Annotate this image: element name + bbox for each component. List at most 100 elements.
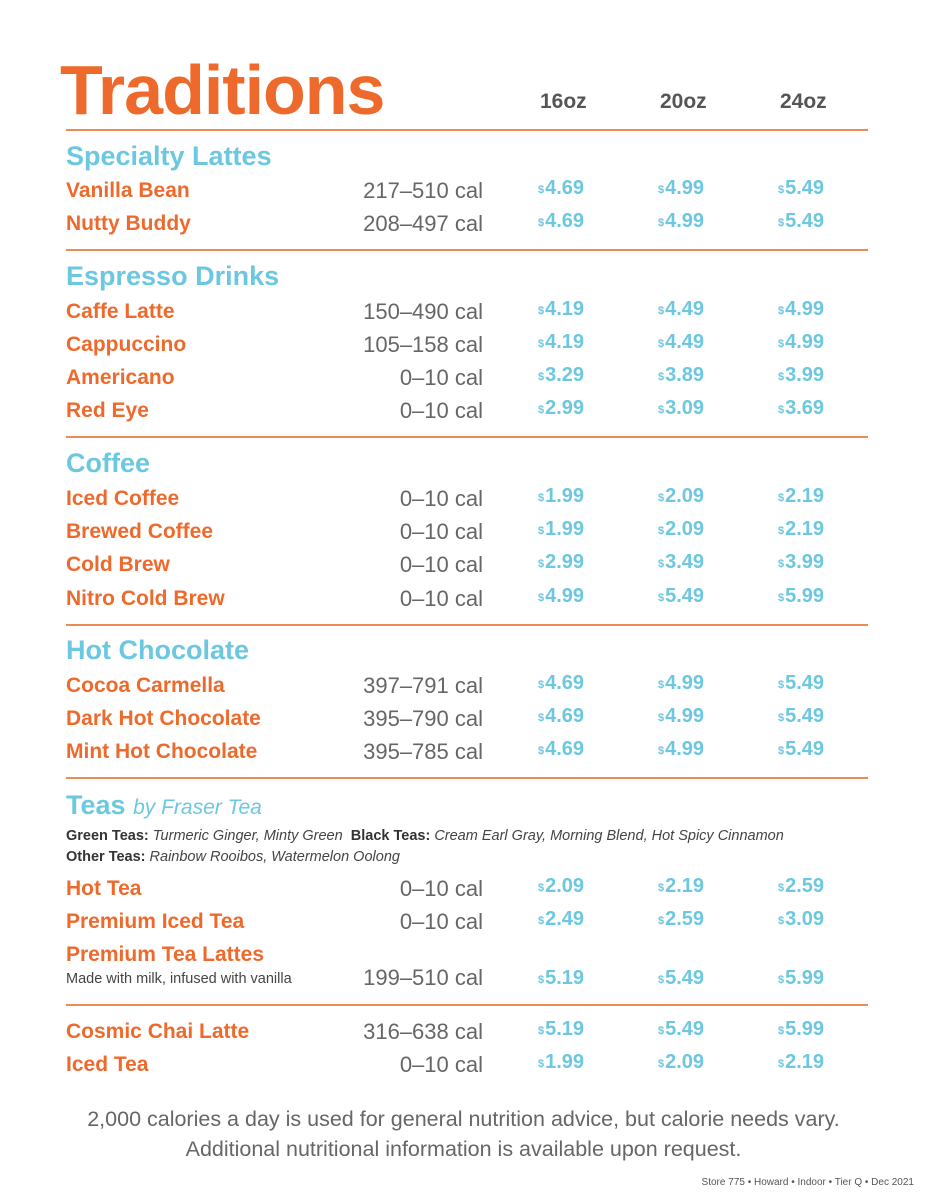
menu-item-row: Mint Hot Chocolate 395–785 cal $4.69 $4.… xyxy=(0,738,927,770)
price-24oz: $3.99 xyxy=(778,551,825,573)
item-calories: 0–10 cal xyxy=(399,398,483,423)
price-24oz: $5.49 xyxy=(778,210,825,232)
price-16oz: $5.19 xyxy=(538,967,585,989)
menu-item-row: Iced Tea 0–10 cal $1.99 $2.09 $2.19 xyxy=(0,1051,927,1083)
divider xyxy=(66,129,868,131)
price-20oz: $2.09 xyxy=(658,485,705,507)
price-24oz: $2.19 xyxy=(778,1051,825,1073)
price-24oz: $3.09 xyxy=(778,908,825,930)
menu-item-row: Cosmic Chai Latte 316–638 cal $5.19 $5.4… xyxy=(0,1018,927,1050)
section-heading-coffee: Coffee xyxy=(66,448,151,478)
price-24oz: $4.99 xyxy=(778,331,825,353)
size-header-16oz: 16oz xyxy=(540,90,587,113)
menu-item-row: Dark Hot Chocolate 395–790 cal $4.69 $4.… xyxy=(0,705,927,737)
menu-item-row: Brewed Coffee 0–10 cal $1.99 $2.09 $2.19 xyxy=(0,518,927,550)
item-name: Premium Iced Tea xyxy=(66,910,245,933)
item-name: Nitro Cold Brew xyxy=(66,587,225,610)
divider xyxy=(66,249,868,251)
price-24oz: $5.99 xyxy=(778,585,825,607)
item-name: Mint Hot Chocolate xyxy=(66,740,258,763)
item-name: Premium Tea Lattes xyxy=(66,943,265,966)
section-heading-hot-chocolate: Hot Chocolate xyxy=(66,635,250,665)
black-teas-label: Black Teas: xyxy=(350,828,431,844)
price-24oz: $4.99 xyxy=(778,298,825,320)
item-name: Cocoa Carmella xyxy=(66,674,225,697)
price-20oz: $3.09 xyxy=(658,397,705,419)
menu-item-row: Hot Tea 0–10 cal $2.09 $2.19 $2.59 xyxy=(0,875,927,907)
price-20oz: $5.49 xyxy=(658,585,705,607)
item-calories: 208–497 cal xyxy=(363,211,483,236)
price-16oz: $1.99 xyxy=(538,1051,585,1073)
menu-item-row: Nitro Cold Brew 0–10 cal $4.99 $5.49 $5.… xyxy=(0,585,927,617)
menu-item-row: Red Eye 0–10 cal $2.99 $3.09 $3.69 xyxy=(0,397,927,429)
item-calories: 217–510 cal xyxy=(363,178,483,203)
green-teas-list: Turmeric Ginger, Minty Green xyxy=(152,828,343,844)
price-24oz: $2.19 xyxy=(778,485,825,507)
price-24oz: $5.99 xyxy=(778,1018,825,1040)
price-16oz: $4.19 xyxy=(538,298,585,320)
other-teas-list: Rainbow Rooibos, Watermelon Oolong xyxy=(149,849,400,865)
price-16oz: $2.49 xyxy=(538,908,585,930)
tea-varieties-line-1: Green Teas: Turmeric Ginger, Minty Green… xyxy=(66,826,784,847)
price-16oz: $3.29 xyxy=(538,364,585,386)
price-16oz: $4.69 xyxy=(538,705,585,727)
price-20oz: $4.49 xyxy=(658,331,705,353)
price-20oz: $2.59 xyxy=(658,908,705,930)
price-16oz: $4.69 xyxy=(538,738,585,760)
divider xyxy=(66,436,868,438)
menu-item-row: Vanilla Bean 217–510 cal $4.69 $4.99 $5.… xyxy=(0,177,927,209)
item-calories: 105–158 cal xyxy=(363,332,483,357)
price-20oz: $5.49 xyxy=(658,967,705,989)
menu-item-row: Premium Tea Lattes xyxy=(0,941,927,973)
price-20oz: $4.99 xyxy=(658,705,705,727)
price-24oz: $2.19 xyxy=(778,518,825,540)
menu-item-row: Cappuccino 105–158 cal $4.19 $4.49 $4.99 xyxy=(0,331,927,363)
section-heading-specialty-lattes: Specialty Lattes xyxy=(66,141,272,171)
price-16oz: $4.69 xyxy=(538,177,585,199)
price-20oz: $5.49 xyxy=(658,1018,705,1040)
item-calories: 0–10 cal xyxy=(399,876,483,901)
nutrition-note-line-1: 2,000 calories a day is used for general… xyxy=(87,1107,840,1131)
price-24oz: $5.49 xyxy=(778,672,825,694)
price-16oz: $2.09 xyxy=(538,875,585,897)
teas-title: Teas xyxy=(66,790,126,820)
item-description: Made with milk, infused with vanilla xyxy=(66,971,292,987)
price-16oz: $4.69 xyxy=(538,672,585,694)
item-name: Iced Coffee xyxy=(66,487,180,510)
store-info: Store 775 • Howard • Indoor • Tier Q • D… xyxy=(701,1177,914,1188)
nutrition-note-line-2: Additional nutritional information is av… xyxy=(185,1137,742,1161)
item-name: Iced Tea xyxy=(66,1053,149,1076)
price-24oz: $5.49 xyxy=(778,177,825,199)
price-20oz: $3.49 xyxy=(658,551,705,573)
item-name: Nutty Buddy xyxy=(66,212,191,235)
item-name: Brewed Coffee xyxy=(66,520,214,543)
price-16oz: $1.99 xyxy=(538,518,585,540)
price-16oz: $4.19 xyxy=(538,331,585,353)
item-calories: 0–10 cal xyxy=(399,586,483,611)
price-24oz: $2.59 xyxy=(778,875,825,897)
price-16oz: $4.69 xyxy=(538,210,585,232)
item-name: Cold Brew xyxy=(66,553,170,576)
item-calories: 0–10 cal xyxy=(399,365,483,390)
menu-item-row: Nutty Buddy 208–497 cal $4.69 $4.99 $5.4… xyxy=(0,210,927,242)
item-name: Vanilla Bean xyxy=(66,179,190,202)
divider xyxy=(66,777,868,779)
item-calories: 0–10 cal xyxy=(399,1052,483,1077)
menu-item-row: 199–510 cal $5.19 $5.49 $5.99 xyxy=(0,964,927,996)
price-20oz: $2.09 xyxy=(658,1051,705,1073)
price-20oz: $4.99 xyxy=(658,177,705,199)
item-name: Red Eye xyxy=(66,399,149,422)
price-16oz: $5.19 xyxy=(538,1018,585,1040)
menu-item-row: Iced Coffee 0–10 cal $1.99 $2.09 $2.19 xyxy=(0,485,927,517)
other-teas-label: Other Teas: xyxy=(66,849,146,865)
section-heading-espresso-drinks: Espresso Drinks xyxy=(66,261,280,291)
price-20oz: $2.19 xyxy=(658,875,705,897)
menu-item-row: Caffe Latte 150–490 cal $4.19 $4.49 $4.9… xyxy=(0,298,927,330)
menu-item-row: Cold Brew 0–10 cal $2.99 $3.49 $3.99 xyxy=(0,551,927,583)
price-24oz: $3.69 xyxy=(778,397,825,419)
price-16oz: $4.99 xyxy=(538,585,585,607)
price-24oz: $5.49 xyxy=(778,738,825,760)
size-header-20oz: 20oz xyxy=(660,90,707,113)
item-calories: 316–638 cal xyxy=(363,1019,483,1044)
price-24oz: $3.99 xyxy=(778,364,825,386)
